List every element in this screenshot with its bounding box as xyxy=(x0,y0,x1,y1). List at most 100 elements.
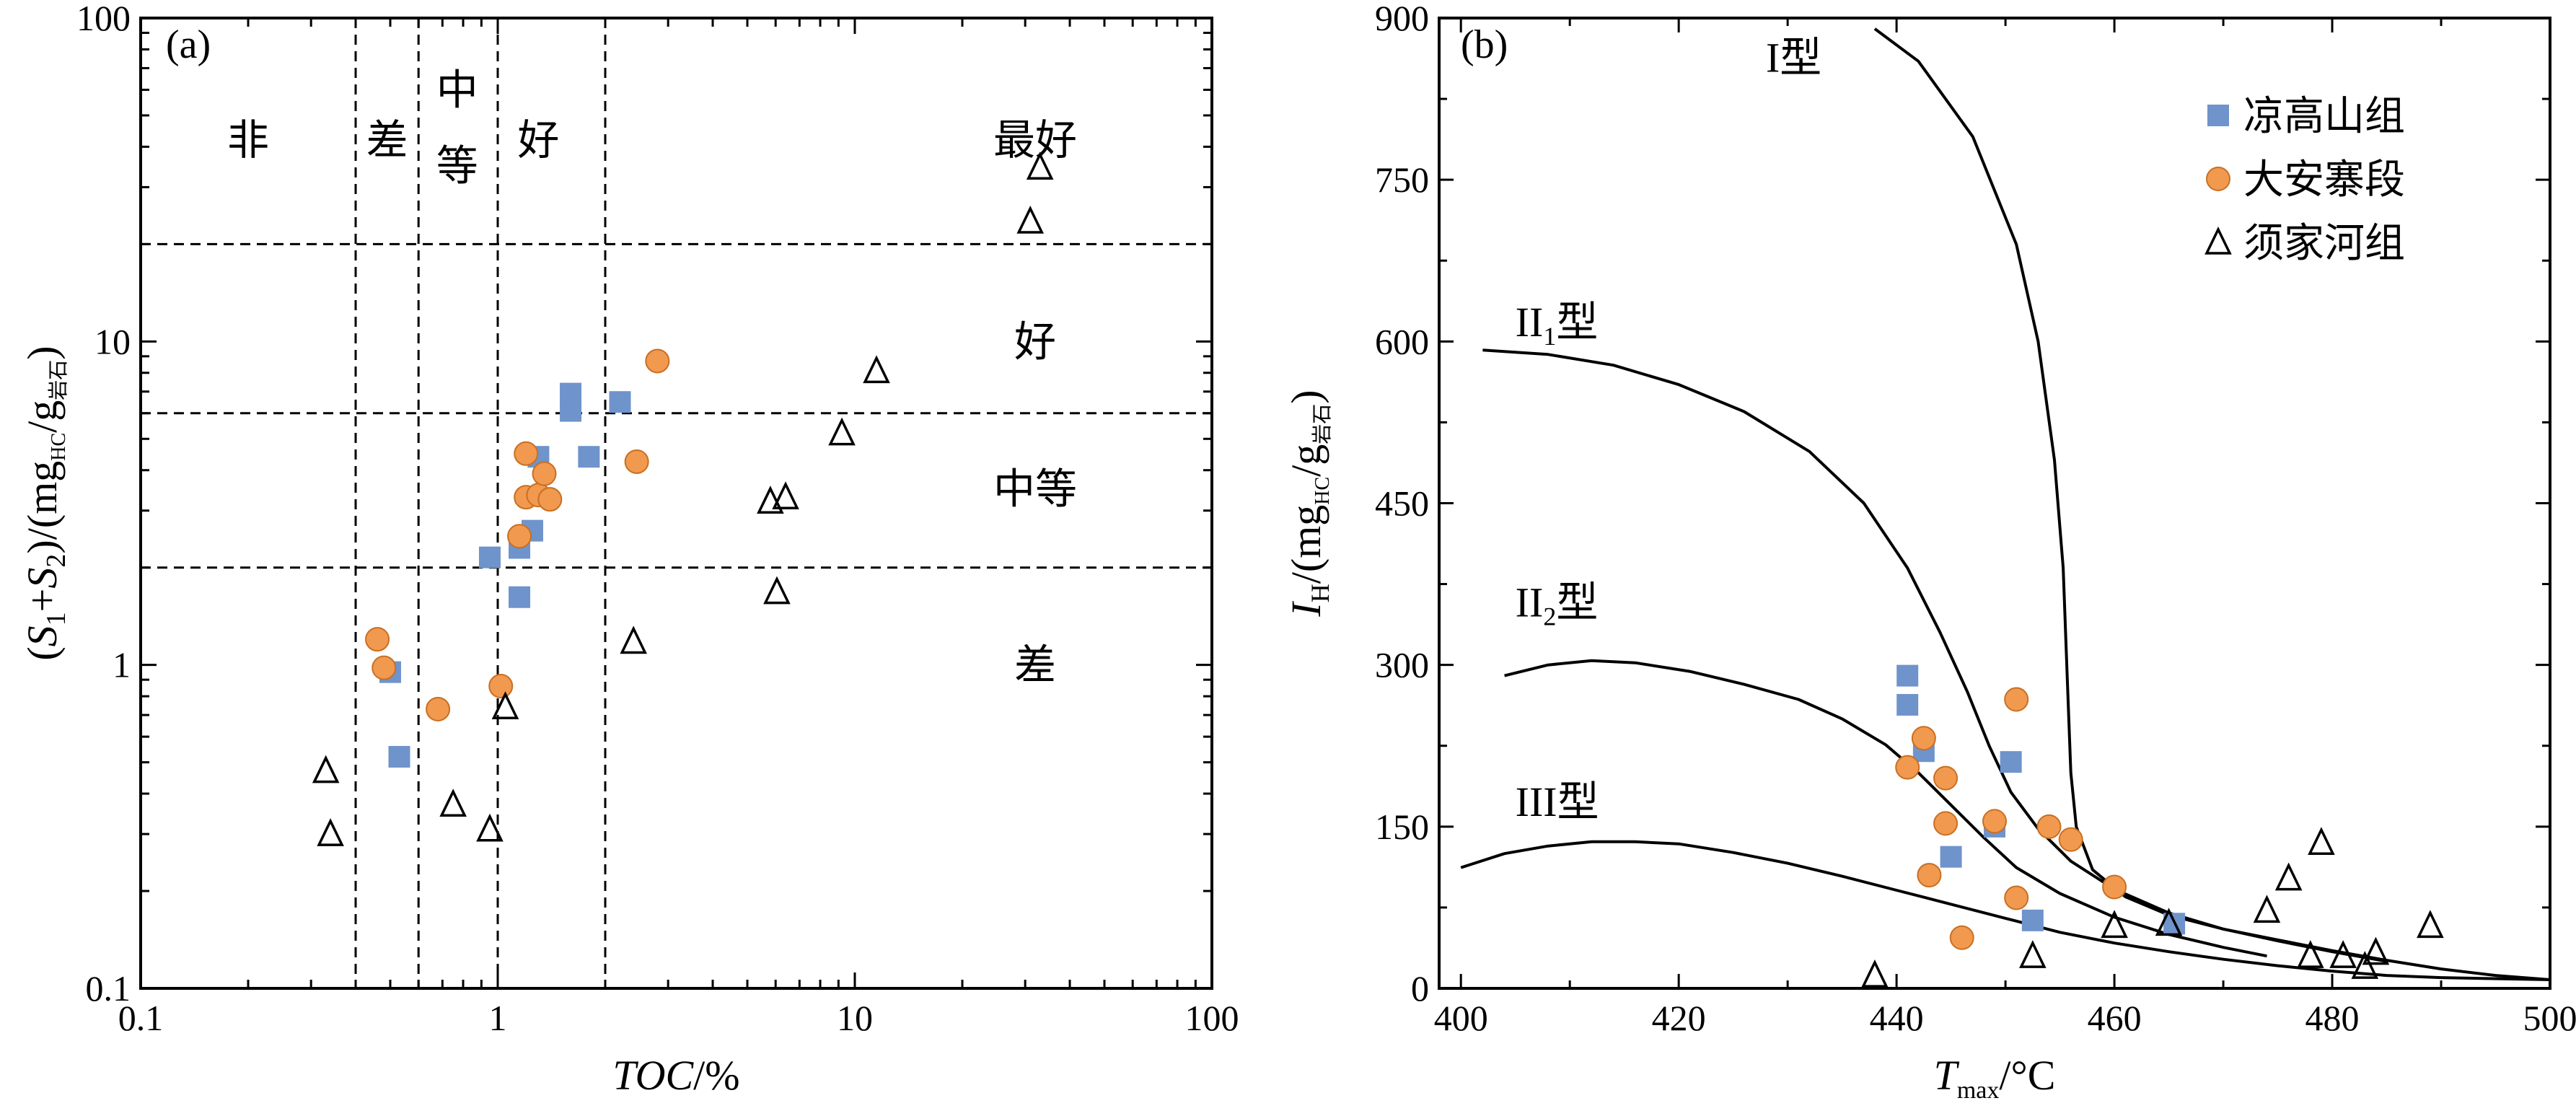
kerogen-type-label: II2型 xyxy=(1516,579,1599,631)
circle-data-point xyxy=(532,461,557,486)
x-tick-label: 400 xyxy=(1434,998,1488,1038)
type-II1-curve xyxy=(1482,348,2387,963)
triangle-data-point xyxy=(312,755,340,783)
triangle-data-point xyxy=(2019,940,2047,968)
circle-data-point xyxy=(426,696,451,721)
y-title-s1-sub: 1 xyxy=(41,612,71,625)
y-title-g: /g xyxy=(19,400,66,433)
square-data-point xyxy=(509,586,531,608)
y-title-plus: + xyxy=(19,589,66,612)
type-III-curve xyxy=(1460,840,2551,981)
y-title-s2: S xyxy=(19,568,66,589)
kerogen-type-label: I型 xyxy=(1766,35,1821,82)
circle-data-point xyxy=(507,524,532,549)
y-tick-label: 0 xyxy=(1411,968,1429,1009)
triangle-data-point xyxy=(476,813,504,842)
zone-label: 非 xyxy=(227,117,269,164)
data-points xyxy=(312,152,1054,846)
legend-marker-circle xyxy=(2206,167,2230,191)
y-tick-label: 300 xyxy=(1375,645,1429,685)
square-data-point xyxy=(1896,664,1919,687)
x-tick-label: 420 xyxy=(1652,998,1706,1038)
circle-data-point xyxy=(1949,925,1974,950)
triangle-data-point xyxy=(491,691,519,720)
circle-data-point xyxy=(514,441,539,466)
circle-data-point xyxy=(1933,765,1959,791)
panel-label: (a) xyxy=(166,22,211,67)
y-title-s1: S xyxy=(19,625,66,646)
y-title-hc-sub: HC xyxy=(48,433,70,461)
x-title-t-sub: max xyxy=(1957,1077,2000,1104)
y-title-i-sub: H xyxy=(1306,584,1335,602)
circle-data-point xyxy=(372,655,397,680)
x-tick-label: 10 xyxy=(837,998,873,1038)
legend-marker-triangle xyxy=(2204,226,2232,255)
triangle-data-point xyxy=(439,789,467,817)
legend-label: 凉高山组 xyxy=(2243,95,2405,139)
circle-data-point xyxy=(1982,809,2007,834)
triangle-data-point xyxy=(828,417,856,446)
circle-data-point xyxy=(1911,726,1936,751)
triangle-data-point xyxy=(2417,910,2444,939)
zone-label: 中等 xyxy=(993,466,1077,513)
circle-data-point xyxy=(1895,755,1920,780)
square-data-point xyxy=(578,446,600,468)
triangle-data-point xyxy=(317,818,344,846)
y-axis-title: (S1+S2)/(mgHC/g岩石) xyxy=(19,346,71,660)
y-tick-label: 900 xyxy=(1375,0,1429,38)
plot-frame xyxy=(139,17,1213,990)
legend-marker-square xyxy=(2207,105,2229,126)
zone-label: 等 xyxy=(436,142,478,189)
y-tick-label: 1 xyxy=(113,645,131,685)
square-data-point xyxy=(560,382,582,405)
triangle-data-point xyxy=(2362,936,2390,965)
circle-data-point xyxy=(488,674,514,699)
circle-data-point xyxy=(645,348,670,374)
triangle-data-point xyxy=(2351,951,2379,979)
axis-ticks: 0.1 1 10 100 0.1 1 10 100 xyxy=(76,0,1239,1038)
triangle-data-point xyxy=(1861,960,1889,988)
x-tick-label: 460 xyxy=(2088,998,2142,1038)
triangle-data-point xyxy=(2155,908,2183,936)
x-tick-label: 480 xyxy=(2305,998,2360,1038)
triangle-data-point xyxy=(2101,910,2128,939)
y-title-end: ) xyxy=(1283,390,1329,403)
kerogen-type-label: III型 xyxy=(1516,778,1599,825)
zone-label: 差 xyxy=(366,117,408,164)
circle-data-point xyxy=(2004,687,2029,712)
y-tick-label: 450 xyxy=(1375,483,1429,524)
y-tick-label: 100 xyxy=(76,0,131,38)
y-title-part: ( xyxy=(19,646,66,660)
y-tick-label: 150 xyxy=(1375,807,1429,847)
quality-zone-boundaries xyxy=(141,18,1212,988)
circle-data-point xyxy=(2058,827,2083,852)
type-II2-curve xyxy=(1504,659,2267,958)
circle-data-point xyxy=(2004,885,2029,910)
quality-zone-labels: 非差中等好 最好好中等差 xyxy=(227,66,1077,688)
triangle-data-point xyxy=(2297,940,2324,968)
x-axis-title: Tmax/°C xyxy=(1934,1052,2056,1104)
x-axis-title: TOC/% xyxy=(612,1052,739,1099)
x-tick-label: 440 xyxy=(1870,998,1924,1038)
triangle-data-point xyxy=(2274,862,2303,891)
circle-data-point xyxy=(1933,811,1959,836)
x-title-t: T xyxy=(1934,1052,1960,1099)
triangle-data-point xyxy=(620,625,647,654)
y-tick-label: 10 xyxy=(94,321,131,361)
triangle-data-point xyxy=(763,576,791,605)
square-data-point xyxy=(2021,909,2044,931)
y-tick-label: 750 xyxy=(1375,159,1429,200)
kerogen-type-labels: I型 II1型 II2型 III型 xyxy=(1516,35,1822,825)
zone-label: 好 xyxy=(517,117,559,164)
x-title-unit: /°C xyxy=(1999,1052,2055,1099)
y-title-s2-sub: 2 xyxy=(41,554,71,568)
circle-data-point xyxy=(2102,874,2127,900)
square-data-point xyxy=(2000,751,2022,773)
panel-label: (b) xyxy=(1461,22,1508,67)
panel-b: 400 420 440 460 480 500 0 150 300 450 600 750 900 I型… xyxy=(1283,0,2576,1104)
x-axis-title-unit: /% xyxy=(693,1052,739,1099)
y-axis-title: IH/(mgHC/g岩石) xyxy=(1283,390,1335,617)
zone-label: 中 xyxy=(436,66,478,113)
